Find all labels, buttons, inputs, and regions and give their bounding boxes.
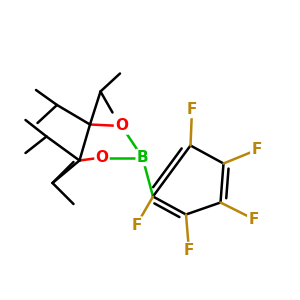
Text: F: F bbox=[184, 243, 194, 258]
Text: F: F bbox=[187, 102, 197, 117]
Text: O: O bbox=[115, 118, 128, 134]
Text: F: F bbox=[248, 212, 259, 226]
Text: F: F bbox=[131, 218, 142, 232]
Text: B: B bbox=[137, 150, 148, 165]
Text: F: F bbox=[251, 142, 262, 158]
Text: O: O bbox=[95, 150, 109, 165]
